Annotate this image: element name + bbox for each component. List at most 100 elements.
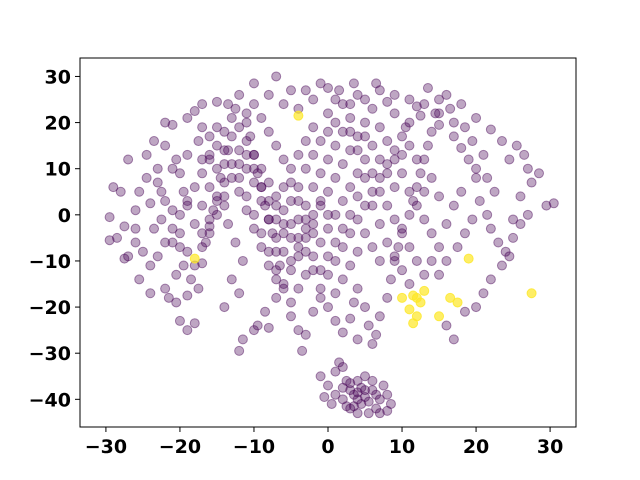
data-point bbox=[263, 89, 274, 100]
data-point bbox=[156, 186, 167, 197]
data-point bbox=[337, 242, 348, 253]
data-point bbox=[219, 126, 230, 137]
data-point bbox=[404, 94, 415, 105]
data-point bbox=[345, 99, 356, 110]
data-point bbox=[430, 108, 441, 119]
data-point bbox=[360, 371, 371, 382]
data-point bbox=[256, 195, 267, 206]
data-point bbox=[360, 172, 371, 183]
data-point bbox=[174, 168, 185, 179]
data-point bbox=[382, 292, 393, 303]
data-point bbox=[219, 145, 230, 156]
data-point bbox=[508, 214, 519, 225]
data-point bbox=[237, 334, 248, 345]
data-point bbox=[182, 195, 193, 206]
y-tick-label: 0 bbox=[58, 205, 71, 227]
data-point bbox=[363, 408, 374, 419]
data-point bbox=[234, 172, 245, 183]
data-point bbox=[348, 297, 359, 308]
data-point bbox=[337, 274, 348, 285]
data-point bbox=[197, 258, 208, 269]
data-point bbox=[389, 214, 400, 225]
data-point bbox=[360, 117, 371, 128]
data-point bbox=[478, 288, 489, 299]
data-point bbox=[285, 163, 296, 174]
data-point bbox=[278, 182, 289, 193]
data-point bbox=[308, 219, 319, 230]
data-point bbox=[174, 228, 185, 239]
data-point bbox=[189, 253, 200, 264]
data-point bbox=[308, 122, 319, 133]
data-point bbox=[441, 255, 452, 266]
data-point bbox=[215, 172, 226, 183]
data-point bbox=[345, 260, 356, 271]
data-point bbox=[397, 265, 408, 276]
data-point bbox=[441, 89, 452, 100]
data-point bbox=[141, 149, 152, 160]
data-point bbox=[315, 78, 326, 89]
data-point bbox=[256, 163, 267, 174]
data-point bbox=[345, 385, 356, 396]
data-point bbox=[204, 149, 215, 160]
data-point bbox=[308, 228, 319, 239]
data-point bbox=[382, 237, 393, 248]
data-point bbox=[352, 408, 363, 419]
data-point bbox=[293, 232, 304, 243]
data-point bbox=[130, 237, 141, 248]
data-point bbox=[411, 200, 422, 211]
data-point bbox=[248, 209, 259, 220]
data-point bbox=[382, 159, 393, 170]
data-point bbox=[193, 283, 204, 294]
data-point bbox=[315, 168, 326, 179]
data-point bbox=[434, 119, 445, 130]
data-point bbox=[415, 297, 426, 308]
data-point bbox=[171, 297, 182, 308]
data-point bbox=[134, 186, 145, 197]
data-point bbox=[323, 186, 333, 197]
data-point bbox=[496, 136, 507, 147]
data-point bbox=[319, 392, 330, 403]
data-point bbox=[374, 172, 385, 183]
data-point bbox=[186, 274, 197, 285]
data-point bbox=[337, 195, 348, 206]
data-point bbox=[267, 228, 278, 239]
data-point bbox=[459, 122, 470, 133]
data-point bbox=[219, 177, 230, 188]
data-point bbox=[548, 198, 559, 209]
data-point bbox=[445, 103, 456, 114]
data-point bbox=[300, 200, 311, 211]
data-point bbox=[285, 232, 296, 243]
data-point bbox=[397, 223, 408, 234]
data-point bbox=[489, 186, 500, 197]
data-point bbox=[323, 209, 333, 220]
data-point bbox=[367, 186, 378, 197]
data-point bbox=[363, 320, 374, 331]
data-point bbox=[337, 382, 348, 393]
data-point bbox=[411, 311, 422, 322]
data-point bbox=[204, 228, 215, 239]
data-point bbox=[211, 122, 222, 133]
data-point bbox=[541, 200, 552, 211]
data-point bbox=[197, 122, 208, 133]
data-point bbox=[330, 366, 341, 377]
y-tick-label: 10 bbox=[45, 159, 71, 181]
data-point bbox=[474, 195, 485, 206]
data-point bbox=[271, 214, 282, 225]
data-point bbox=[300, 214, 311, 225]
data-point bbox=[241, 191, 252, 202]
data-point bbox=[263, 195, 274, 206]
data-point bbox=[360, 131, 371, 142]
data-point bbox=[445, 292, 456, 303]
data-point bbox=[330, 389, 341, 400]
data-point bbox=[315, 237, 326, 248]
data-point bbox=[278, 219, 289, 230]
data-point bbox=[167, 223, 178, 234]
y-tick-label: 20 bbox=[45, 113, 71, 135]
data-point bbox=[404, 242, 415, 253]
data-point bbox=[278, 99, 289, 110]
data-point bbox=[149, 136, 160, 147]
data-point bbox=[271, 292, 282, 303]
data-point bbox=[323, 223, 333, 234]
data-point bbox=[508, 232, 519, 243]
